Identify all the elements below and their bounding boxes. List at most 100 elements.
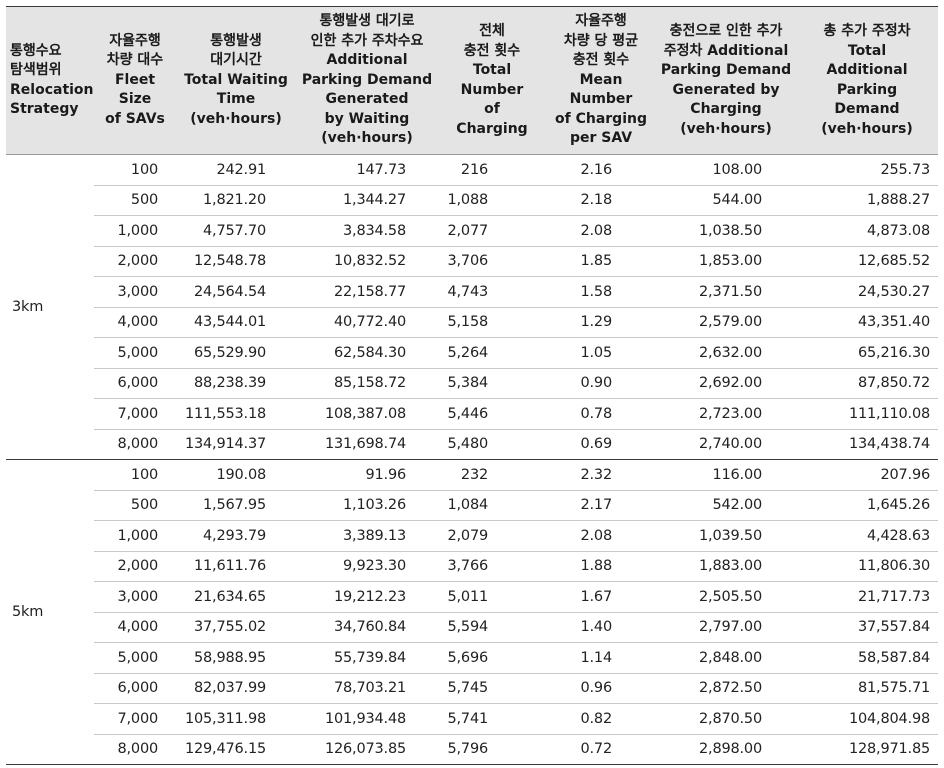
header-line: Generated by — [672, 81, 780, 98]
header-line: 차량 당 평균 — [563, 32, 639, 49]
table-cell: 3,706 — [438, 246, 546, 277]
table-row: 6,000 82,037.99 78,703.21 5,745 0.96 2,872.50… — [6, 673, 938, 704]
table-cell: 111,110.08 — [796, 398, 938, 430]
table-cell: 255.73 — [796, 154, 938, 186]
header-line: of — [484, 101, 500, 117]
table-cell: 2.08 — [546, 215, 656, 247]
table-cell: 11,611.76 — [176, 551, 296, 582]
header-line: 탐색범위 — [10, 62, 62, 78]
table-cell: 232 — [438, 459, 546, 491]
table-cell: 58,587.84 — [796, 642, 938, 674]
table-cell: 1.40 — [546, 612, 656, 643]
table-cell: 2,371.50 — [656, 276, 796, 308]
table-cell: 34,760.84 — [296, 612, 438, 643]
table-cell: 544.00 — [656, 185, 796, 216]
table-cell: 62,584.30 — [296, 337, 438, 369]
table-cell: 10,832.52 — [296, 246, 438, 277]
table-cell: 128,971.85 — [796, 734, 938, 765]
table-cell: 1.67 — [546, 581, 656, 613]
table-cell: 2,079 — [438, 520, 546, 552]
table-row: 1,000 4,293.79 3,389.13 2,079 2.08 1,039.50 4,… — [6, 520, 938, 552]
table-cell: 100 — [94, 154, 176, 186]
table-cell: 88,238.39 — [176, 368, 296, 399]
header-total-charging: 전체 충전 횟수 Total Number of Charging — [438, 6, 546, 155]
table-cell: 1.29 — [546, 307, 656, 338]
table-cell: 2,505.50 — [656, 581, 796, 613]
table-row: 3,000 24,564.54 22,158.77 4,743 1.58 2,371.50… — [6, 276, 938, 308]
table-cell: 12,685.52 — [796, 246, 938, 277]
table-cell: 0.72 — [546, 734, 656, 765]
table-cell: 1,039.50 — [656, 520, 796, 552]
header-line: Number — [460, 81, 524, 98]
table-cell: 100 — [94, 459, 176, 491]
table-cell: 78,703.21 — [296, 673, 438, 704]
group-label: 3km — [6, 154, 94, 460]
table-cell: 5,446 — [438, 398, 546, 430]
table-cell: 24,564.54 — [176, 276, 296, 308]
header-line: 전체 — [479, 23, 505, 39]
table-cell: 8,000 — [94, 734, 176, 765]
header-total-waiting-time: 통행발생 대기시간 Total Waiting Time (veh·hours) — [176, 6, 296, 155]
table-cell: 81,575.71 — [796, 673, 938, 704]
header-line: Relocation — [10, 81, 94, 98]
table-cell: 2,872.50 — [656, 673, 796, 704]
results-table: 통행수요 탐색범위 Relocation Strategy 자율주행 차량 대수 Fleet… — [6, 6, 938, 765]
table-cell: 85,158.72 — [296, 368, 438, 399]
table-cell: 1.58 — [546, 276, 656, 308]
table-cell: 65,529.90 — [176, 337, 296, 369]
table-cell: 190.08 — [176, 459, 296, 491]
table-row: 2,000 12,548.78 10,832.52 3,706 1.85 1,853.00… — [6, 246, 938, 277]
table-cell: 65,216.30 — [796, 337, 938, 369]
table-cell: 2,000 — [94, 551, 176, 582]
table-header: 통행수요 탐색범위 Relocation Strategy 자율주행 차량 대수 Fleet… — [6, 6, 938, 155]
header-line: 충전으로 인한 추가 — [669, 23, 783, 39]
table-cell: 207.96 — [796, 459, 938, 491]
table-cell: 0.90 — [546, 368, 656, 399]
header-line: Total Waiting — [184, 71, 288, 88]
header-total-additional-parking: 총 추가 주정차 Total Additional Parking Demand (veh… — [796, 6, 938, 155]
table-cell: 105,311.98 — [176, 703, 296, 735]
table-cell: 22,158.77 — [296, 276, 438, 308]
table-cell: 126,073.85 — [296, 734, 438, 765]
header-line: 통행수요 — [10, 42, 62, 59]
table-cell: 0.69 — [546, 429, 656, 460]
header-line: Parking Demand — [660, 62, 792, 78]
header-line: Charging — [690, 101, 762, 117]
table-cell: 104,804.98 — [796, 703, 938, 735]
header-line: 차량 대수 — [106, 52, 164, 69]
table-row: 500 1,821.20 1,344.27 1,088 2.18 544.00 1,888.… — [6, 185, 938, 216]
header-line: per SAV — [569, 130, 633, 147]
table-cell: 111,553.18 — [176, 398, 296, 430]
header-line: (veh·hours) — [680, 120, 772, 137]
table-cell: 1,853.00 — [656, 246, 796, 277]
table-row: 500 1,567.95 1,103.26 1,084 2.17 542.00 1,645.… — [6, 490, 938, 521]
group-label: 5km — [6, 459, 94, 765]
table-row: 5,000 58,988.95 55,739.84 5,696 1.14 2,848.00… — [6, 642, 938, 674]
table-cell: 21,634.65 — [176, 581, 296, 613]
header-line: Additional — [326, 52, 408, 69]
table-cell: 2,692.00 — [656, 368, 796, 399]
header-line: Demand — [834, 101, 900, 117]
table-cell: 3,000 — [94, 581, 176, 613]
table-row: 7,000 105,311.98 101,934.48 5,741 0.82 2,870.… — [6, 703, 938, 735]
header-line: (veh·hours) — [821, 120, 913, 137]
table-cell: 2,870.50 — [656, 703, 796, 735]
table-cell: 12,548.78 — [176, 246, 296, 277]
table-cell: 6,000 — [94, 368, 176, 399]
table-cell: 3,834.58 — [296, 215, 438, 247]
header-line: 주정차 Additional — [663, 42, 789, 59]
table-row: 2,000 11,611.76 9,923.30 3,766 1.88 1,883.00 1… — [6, 551, 938, 582]
table-cell: 43,544.01 — [176, 307, 296, 338]
table-cell: 24,530.27 — [796, 276, 938, 308]
table-cell: 216 — [438, 154, 546, 186]
table-cell: 5,011 — [438, 581, 546, 613]
table-cell: 40,772.40 — [296, 307, 438, 338]
table-cell: 2.18 — [546, 185, 656, 216]
table-cell: 5,480 — [438, 429, 546, 460]
header-line: 인한 추가 주차수요 — [310, 32, 424, 49]
table-cell: 4,743 — [438, 276, 546, 308]
table-row: 8,000 134,914.37 131,698.74 5,480 0.69 2,740.… — [6, 429, 938, 460]
table-cell: 7,000 — [94, 398, 176, 430]
table-cell: 1.05 — [546, 337, 656, 369]
